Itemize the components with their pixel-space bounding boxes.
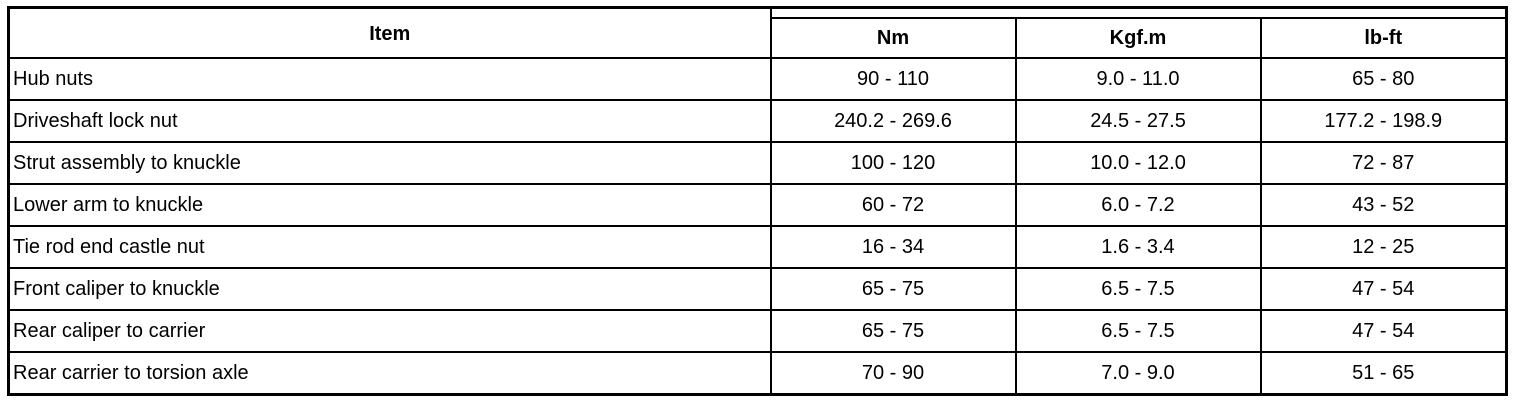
lbft-cell: 177.2 - 198.9 — [1259, 99, 1508, 143]
nm-cell: 65 - 75 — [769, 267, 1017, 311]
item-cell: Rear carrier to torsion axle — [7, 351, 772, 396]
kgfm-cell: 6.5 - 7.5 — [1014, 267, 1262, 311]
kgfm-cell: 6.5 - 7.5 — [1014, 309, 1262, 353]
table-row: Rear carrier to torsion axle 70 - 90 7.0 -… — [7, 351, 1508, 396]
table-row: Lower arm to knuckle 60 - 72 6.0 - 7.2 43 -… — [7, 183, 1508, 227]
torque-spec-table: Item Nm Kgf.m lb-ft Hub nuts 90 - 110 9.0 … — [7, 6, 1508, 396]
header-kgfm: Kgf.m — [1014, 17, 1262, 59]
table-row: Tie rod end castle nut 16 - 34 1.6 - 3.4 12… — [7, 225, 1508, 269]
nm-cell: 60 - 72 — [769, 183, 1017, 227]
kgfm-cell: 10.0 - 12.0 — [1014, 141, 1262, 185]
table-row: Rear caliper to carrier 65 - 75 6.5 - 7.5 4… — [7, 309, 1508, 353]
item-cell: Rear caliper to carrier — [7, 309, 772, 353]
table-row: Front caliper to knuckle 65 - 75 6.5 - 7.5… — [7, 267, 1508, 311]
kgfm-cell: 6.0 - 7.2 — [1014, 183, 1262, 227]
header-item: Item — [7, 6, 772, 59]
header-lbft: lb-ft — [1259, 17, 1508, 59]
lbft-cell: 51 - 65 — [1259, 351, 1508, 396]
nm-cell: 16 - 34 — [769, 225, 1017, 269]
item-cell: Lower arm to knuckle — [7, 183, 772, 227]
nm-cell: 65 - 75 — [769, 309, 1017, 353]
table-row: Driveshaft lock nut 240.2 - 269.6 24.5 - 2… — [7, 99, 1508, 143]
lbft-cell: 72 - 87 — [1259, 141, 1508, 185]
nm-cell: 90 - 110 — [769, 57, 1017, 101]
lbft-cell: 47 - 54 — [1259, 267, 1508, 311]
kgfm-cell: 7.0 - 9.0 — [1014, 351, 1262, 396]
header-torque-group — [769, 6, 1508, 19]
lbft-cell: 47 - 54 — [1259, 309, 1508, 353]
item-cell: Tie rod end castle nut — [7, 225, 772, 269]
nm-cell: 100 - 120 — [769, 141, 1017, 185]
lbft-cell: 65 - 80 — [1259, 57, 1508, 101]
lbft-cell: 43 - 52 — [1259, 183, 1508, 227]
kgfm-cell: 1.6 - 3.4 — [1014, 225, 1262, 269]
nm-cell: 240.2 - 269.6 — [769, 99, 1017, 143]
table-row: Strut assembly to knuckle 100 - 120 10.0 -… — [7, 141, 1508, 185]
item-cell: Hub nuts — [7, 57, 772, 101]
nm-cell: 70 - 90 — [769, 351, 1017, 396]
table-row: Hub nuts 90 - 110 9.0 - 11.0 65 - 80 — [7, 57, 1508, 101]
item-cell: Strut assembly to knuckle — [7, 141, 772, 185]
kgfm-cell: 24.5 - 27.5 — [1014, 99, 1262, 143]
item-cell: Front caliper to knuckle — [7, 267, 772, 311]
item-cell: Driveshaft lock nut — [7, 99, 772, 143]
lbft-cell: 12 - 25 — [1259, 225, 1508, 269]
header-nm: Nm — [769, 17, 1017, 59]
kgfm-cell: 9.0 - 11.0 — [1014, 57, 1262, 101]
